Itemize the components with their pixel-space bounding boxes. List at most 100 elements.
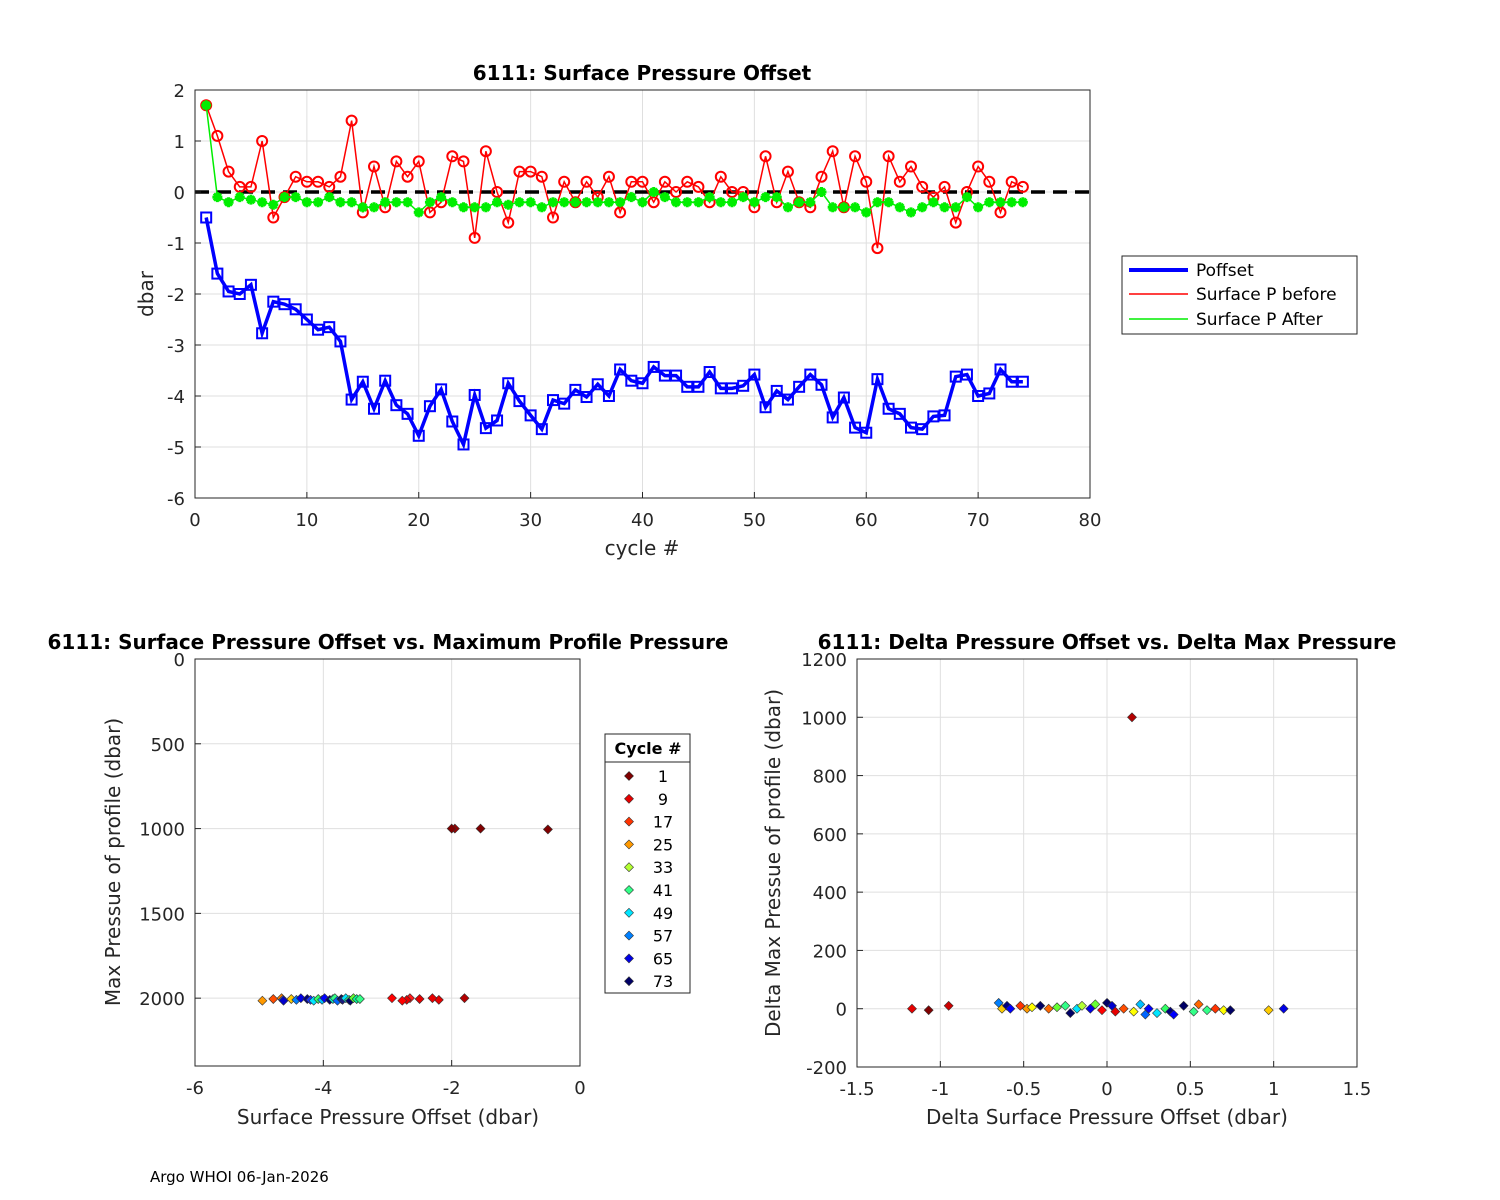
point-poffset — [200, 211, 213, 224]
scatter-point — [1102, 997, 1112, 1008]
y-ticks-br: 1200 1000 800 600 400 200 0 -200 — [801, 650, 863, 1079]
point-poffset — [524, 409, 537, 422]
point-surface-p-after — [559, 197, 570, 208]
point-surface-p-after — [906, 207, 916, 218]
legend-box-bl — [604, 733, 691, 994]
point-poffset — [211, 267, 224, 280]
scatter-point — [1263, 1005, 1274, 1016]
scatter-point — [542, 824, 553, 835]
point-poffset — [446, 415, 459, 428]
point-surface-p-after — [447, 197, 458, 208]
scatter-point — [1077, 1000, 1087, 1011]
point-poffset — [614, 363, 627, 376]
ylabel-top: dbar — [134, 270, 158, 317]
point-surface-p-before — [1016, 180, 1029, 193]
point-poffset — [949, 370, 962, 383]
chart-delta-offset-vs-delta-max: -1.5 -1 -0.5 0 0.5 1 1.5 1200 1000 800 600 400 200 0… — [761, 630, 1396, 1129]
point-surface-p-after — [592, 197, 603, 208]
legend-label: 57 — [653, 927, 673, 946]
scatter-point — [354, 994, 365, 1004]
x-tick-label: -0.5 — [1006, 1079, 1041, 1100]
x-tick-label: 50 — [743, 510, 766, 531]
scatter-point — [1035, 1000, 1046, 1011]
point-surface-p-before — [759, 150, 772, 163]
point-surface-p-before — [267, 211, 280, 224]
point-surface-p-before — [938, 180, 951, 193]
point-poffset — [849, 421, 862, 434]
legend-label: 65 — [653, 949, 673, 968]
point-surface-p-before — [670, 186, 683, 198]
point-poffset — [737, 379, 750, 392]
point-poffset — [893, 407, 906, 420]
scatter-point — [1152, 1008, 1162, 1019]
scatter-point — [414, 994, 425, 1004]
point-surface-p-before — [502, 216, 515, 229]
y-tick-label: -5 — [167, 438, 185, 459]
point-poffset — [692, 380, 705, 393]
point-surface-p-after — [335, 197, 346, 208]
x-tick-label: -1.5 — [839, 1079, 874, 1100]
x-tick-label: 40 — [631, 510, 654, 531]
point-poffset — [927, 410, 940, 423]
title-top: 6111: Surface Pressure Offset — [473, 61, 812, 85]
point-poffset — [625, 374, 638, 387]
y-tick-label: 200 — [813, 941, 847, 962]
scatter-point — [1043, 1003, 1054, 1014]
point-poffset — [502, 377, 515, 390]
point-surface-p-after — [469, 202, 480, 213]
point-surface-p-after — [682, 197, 693, 208]
point-surface-p-before — [423, 206, 436, 219]
y-tick-label: -1 — [167, 234, 185, 255]
point-surface-p-after — [257, 197, 268, 208]
point-surface-p-after — [771, 192, 782, 203]
point-poffset — [547, 394, 559, 407]
axes-box-bl — [194, 658, 581, 1067]
y-tick-label: -6 — [167, 489, 185, 510]
point-surface-p-after — [749, 197, 760, 208]
point-poffset — [972, 390, 985, 402]
legend-top: Poffset Surface P before Surface P After — [1121, 255, 1358, 335]
point-poffset — [882, 402, 895, 415]
point-surface-p-before — [882, 150, 895, 163]
point-surface-p-after — [883, 197, 894, 208]
point-surface-p-after — [626, 192, 637, 203]
title-bl: 6111: Surface Pressure Offset vs. Maximu… — [48, 630, 729, 654]
point-poffset — [759, 401, 772, 414]
point-surface-p-after — [872, 197, 883, 208]
scatter-point — [295, 993, 306, 1004]
y-tick-label: 2 — [174, 81, 185, 102]
point-surface-p-before — [334, 170, 347, 183]
point-poffset — [457, 438, 470, 451]
point-poffset — [233, 288, 246, 300]
point-surface-p-before — [726, 186, 738, 198]
x-tick-label: -2 — [443, 1078, 461, 1099]
legend-label-after: Surface P After — [1196, 310, 1323, 330]
x-tick-label: 70 — [967, 510, 990, 531]
scatter-point — [923, 1005, 934, 1016]
point-surface-p-before — [368, 160, 380, 173]
point-surface-p-before — [256, 135, 269, 147]
point-poffset — [871, 373, 884, 386]
x-tick-label: 0 — [1101, 1079, 1112, 1100]
point-surface-p-after — [212, 192, 223, 203]
point-surface-p-after — [290, 192, 301, 203]
scatter-point — [1060, 1000, 1071, 1011]
point-surface-p-after — [693, 197, 704, 208]
points-bl — [257, 823, 553, 1006]
point-surface-p-after — [548, 197, 558, 208]
point-surface-p-after — [659, 192, 670, 203]
point-surface-p-after — [782, 202, 793, 213]
point-surface-p-after — [324, 192, 335, 203]
point-surface-p-before — [547, 211, 559, 224]
ylabel-bl: Max Pressue of profile (dbar) — [101, 718, 125, 1006]
point-surface-p-before — [412, 155, 425, 168]
point-surface-p-before — [681, 175, 694, 188]
x-tick-label: 0 — [189, 510, 200, 531]
point-poffset — [602, 390, 615, 402]
point-poffset — [312, 323, 325, 336]
point-surface-p-after — [413, 207, 424, 218]
y-tick-label: 0 — [174, 183, 185, 204]
point-poffset — [960, 368, 973, 381]
x-tick-label: 20 — [407, 510, 430, 531]
